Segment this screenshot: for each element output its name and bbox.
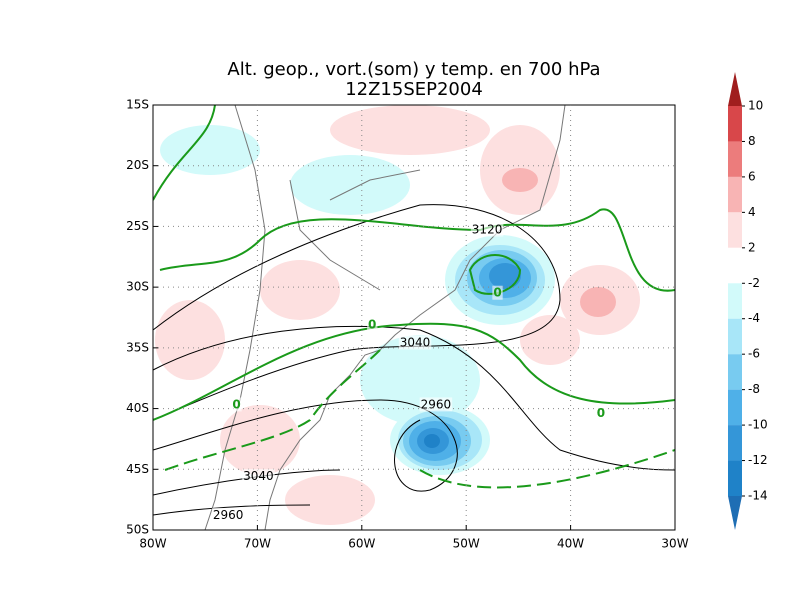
contour-label-bg (398, 335, 432, 350)
x-tick-label: 80W (139, 537, 166, 551)
contour-label: 0 (493, 286, 501, 300)
colorbar-segment (728, 425, 742, 461)
colorbar-segment (728, 354, 742, 390)
contour-label-bg (367, 317, 378, 332)
y-tick-label: 50S (126, 523, 149, 537)
contour-label-bg (231, 397, 242, 412)
contour-label: 3040 (243, 469, 274, 483)
y-tick-label: 45S (126, 462, 149, 476)
colorbar-segment (728, 389, 742, 426)
plot-area: 3120 3040 2960 3040 2960 0 0 0 0 (152, 104, 676, 531)
contour-label: 2960 (421, 397, 452, 411)
colorbar-label: 4 (748, 205, 756, 219)
y-tick-label: 25S (126, 219, 149, 233)
x-tick-label: 40W (557, 537, 584, 551)
contour-label-bg (242, 469, 275, 484)
colorbar-label: -6 (748, 347, 760, 361)
title-line: 12Z15SEP2004 (345, 79, 483, 100)
colorbar-segment (728, 212, 742, 248)
x-tick-label: 60W (348, 537, 375, 551)
colorbar-label: -14 (748, 489, 768, 503)
y-tick-label: 40S (126, 401, 149, 415)
colorbar-segment (728, 176, 742, 213)
y-tick-label: 30S (126, 280, 149, 294)
colorbar-segment (728, 283, 742, 319)
colorbar-label: -12 (748, 453, 768, 467)
colorbar-segment (728, 460, 742, 496)
contour-label: 0 (368, 317, 376, 331)
x-tick-label: 70W (244, 537, 271, 551)
contour-label-bg (470, 222, 504, 237)
colorbar-label: -10 (748, 418, 768, 432)
contour-label-bg (419, 397, 453, 412)
colorbar-segment (728, 247, 742, 284)
colorbar-triangle (728, 496, 742, 530)
contour-label: 0 (597, 406, 605, 420)
contour-label: 2960 (213, 508, 244, 522)
colorbar-triangle (728, 72, 742, 106)
y-tick-label: 35S (126, 340, 149, 354)
colorbar-label: -4 (748, 311, 760, 325)
plot-frame (152, 104, 676, 531)
colorbar-label: -2 (748, 276, 760, 290)
colorbar-label: -8 (748, 382, 760, 396)
title-line: Alt. geop., vort.(som) y temp. en 700 hP… (227, 59, 600, 80)
contour-label: 3040 (400, 336, 431, 350)
contour-label: 3120 (472, 223, 503, 237)
y-tick-label: 20S (126, 158, 149, 172)
contour-label-bg (595, 405, 607, 420)
contour-label: 0 (232, 397, 240, 411)
colorbar-label: 2 (748, 240, 756, 254)
x-tick-label: 30W (661, 537, 688, 551)
colorbar-segment (728, 141, 742, 177)
colorbar-label: 6 (748, 169, 756, 183)
colorbar-segment (728, 318, 742, 355)
contour-label-bg (492, 285, 503, 300)
y-tick-label: 15S (126, 98, 149, 112)
colorbar-label: 10 (748, 99, 763, 113)
shading (153, 105, 675, 530)
colorbar-label: 8 (748, 134, 756, 148)
x-tick-label: 50W (453, 537, 480, 551)
colorbar-segment (728, 106, 742, 142)
contour-label-bg (211, 507, 245, 522)
